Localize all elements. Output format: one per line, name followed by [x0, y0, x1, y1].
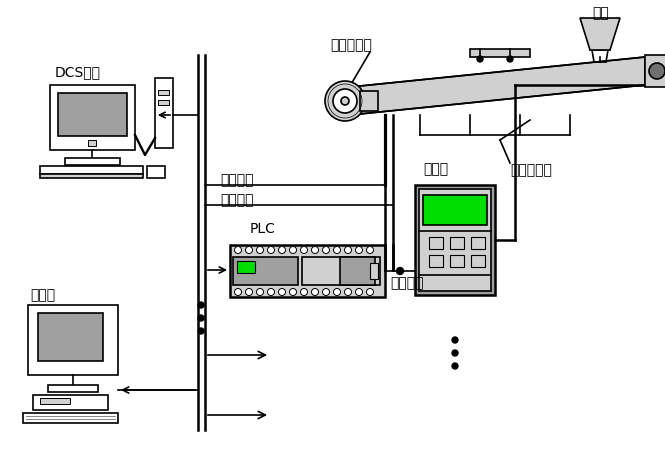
Circle shape	[366, 247, 374, 253]
Bar	[237, 261, 255, 273]
Circle shape	[341, 97, 349, 105]
Circle shape	[279, 288, 285, 296]
Text: 变频器: 变频器	[423, 162, 448, 176]
Bar	[429, 255, 443, 267]
Bar	[33, 395, 108, 410]
Bar	[415, 185, 495, 295]
Bar	[23, 413, 118, 423]
Circle shape	[289, 247, 297, 253]
Circle shape	[334, 288, 340, 296]
Circle shape	[301, 288, 307, 296]
Bar	[40, 166, 143, 174]
Text: DCS系统: DCS系统	[55, 65, 101, 79]
Circle shape	[267, 247, 275, 253]
Circle shape	[198, 328, 204, 334]
Circle shape	[333, 89, 357, 113]
Bar	[38, 313, 103, 361]
Circle shape	[323, 247, 329, 253]
Circle shape	[452, 337, 458, 343]
Bar	[360, 91, 378, 111]
Circle shape	[477, 56, 483, 62]
Circle shape	[235, 288, 241, 296]
Circle shape	[245, 247, 253, 253]
Circle shape	[289, 288, 297, 296]
Circle shape	[257, 247, 263, 253]
Bar	[450, 237, 464, 249]
Bar	[340, 257, 375, 285]
Bar	[471, 237, 485, 249]
Bar	[50, 85, 135, 150]
Bar	[40, 174, 143, 178]
Bar	[429, 237, 443, 249]
Bar	[230, 245, 385, 297]
Circle shape	[356, 247, 362, 253]
Circle shape	[334, 247, 340, 253]
Circle shape	[245, 288, 253, 296]
Bar	[40, 398, 70, 404]
Bar	[450, 255, 464, 267]
Polygon shape	[350, 57, 645, 115]
Circle shape	[366, 288, 374, 296]
Circle shape	[198, 315, 204, 321]
Text: 压力传感器: 压力传感器	[510, 163, 552, 177]
Circle shape	[279, 247, 285, 253]
Bar	[233, 257, 298, 285]
Bar	[155, 78, 173, 148]
Circle shape	[198, 302, 204, 308]
Circle shape	[267, 288, 275, 296]
Circle shape	[507, 56, 513, 62]
Circle shape	[649, 63, 665, 79]
Text: 测速传感器: 测速传感器	[330, 38, 372, 52]
Circle shape	[301, 247, 307, 253]
Text: 控制信号: 控制信号	[390, 276, 424, 290]
Circle shape	[452, 363, 458, 369]
Circle shape	[257, 288, 263, 296]
Bar	[65, 158, 120, 165]
Bar	[158, 100, 169, 105]
Bar	[48, 385, 98, 392]
Bar	[88, 140, 96, 146]
Bar	[471, 255, 485, 267]
Circle shape	[396, 267, 404, 274]
Circle shape	[235, 247, 241, 253]
Polygon shape	[580, 18, 620, 50]
Circle shape	[311, 247, 319, 253]
Bar	[302, 257, 380, 285]
Circle shape	[325, 81, 365, 121]
Circle shape	[344, 247, 352, 253]
Text: 荷重信号: 荷重信号	[220, 193, 253, 207]
Bar	[645, 55, 665, 87]
Bar	[158, 90, 169, 95]
Circle shape	[356, 288, 362, 296]
Bar	[147, 166, 165, 178]
Circle shape	[323, 288, 329, 296]
Bar	[423, 195, 487, 225]
Circle shape	[311, 288, 319, 296]
Circle shape	[344, 288, 352, 296]
Circle shape	[452, 350, 458, 356]
Bar	[28, 305, 118, 375]
Bar	[58, 93, 127, 136]
Text: 秤体: 秤体	[592, 6, 608, 20]
Bar	[370, 263, 378, 279]
Bar	[419, 189, 491, 291]
Text: 测速信号: 测速信号	[220, 173, 253, 187]
Bar	[470, 49, 530, 57]
Text: 上位机: 上位机	[30, 288, 55, 302]
Text: PLC: PLC	[250, 222, 276, 236]
